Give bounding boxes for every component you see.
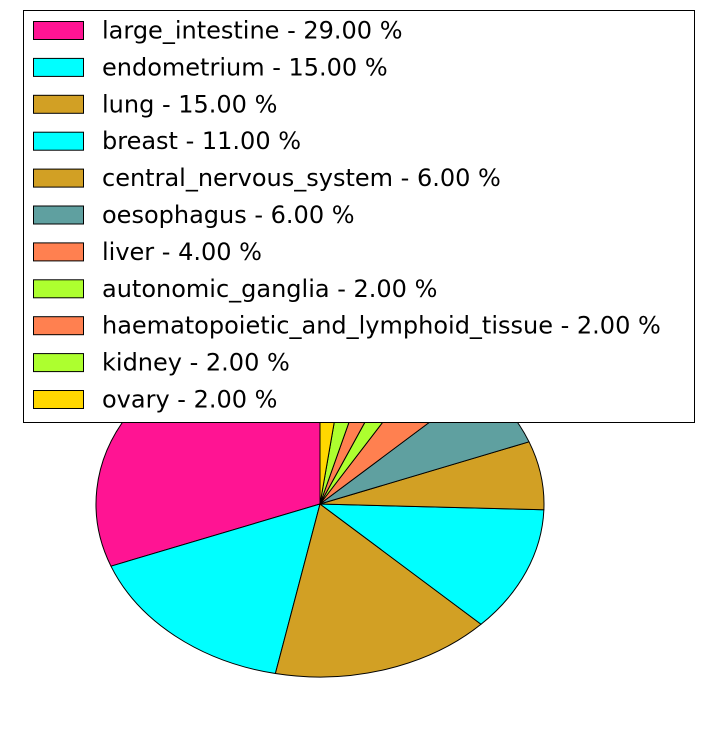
legend-swatch-large-intestine — [33, 21, 84, 40]
legend-frame — [23, 10, 695, 423]
legend-label-kidney: kidney - 2.00 % — [102, 349, 290, 377]
legend-label-breast: breast - 11.00 % — [102, 127, 301, 155]
legend: large_intestine - 29.00 % endometrium - 1… — [23, 10, 695, 423]
legend-label-haematopoietic-and-lymphoid-tissue: haematopoietic_and_lymphoid_tissue - 2.0… — [102, 312, 661, 340]
legend-swatch-liver — [33, 242, 84, 262]
legend-swatch-kidney — [33, 353, 84, 373]
pie-slice-lung — [274, 503, 482, 678]
legend-label-liver: liver - 4.00 % — [102, 238, 262, 266]
legend-swatch-haematopoietic-and-lymphoid-tissue — [33, 316, 84, 336]
pie-slices — [95, 330, 545, 678]
legend-swatch-breast — [33, 131, 84, 151]
legend-label-endometrium: endometrium - 15.00 % — [102, 53, 388, 81]
legend-label-lung: lung - 15.00 % — [102, 90, 277, 118]
legend-label-oesophagus: oesophagus - 6.00 % — [102, 201, 355, 229]
legend-swatch-autonomic-ganglia — [33, 279, 84, 299]
pie-slice-breast — [319, 503, 545, 625]
legend-swatch-endometrium — [33, 57, 84, 77]
legend-label-large-intestine: large_intestine - 29.00 % — [102, 17, 403, 45]
legend-label-ovary: ovary - 2.00 % — [102, 386, 277, 414]
legend-label-autonomic-ganglia: autonomic_ganglia - 2.00 % — [102, 275, 437, 303]
legend-swatch-lung — [33, 94, 84, 114]
legend-label-central-nervous-system: central_nervous_system - 6.00 % — [102, 164, 501, 192]
legend-swatch-central-nervous-system — [33, 168, 84, 188]
pie-slice-endometrium — [110, 503, 321, 675]
legend-swatch-oesophagus — [33, 205, 84, 225]
legend-swatch-ovary — [33, 390, 84, 409]
